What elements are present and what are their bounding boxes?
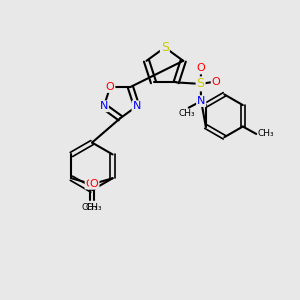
Text: CH₃: CH₃: [86, 203, 103, 212]
Text: S: S: [161, 41, 169, 54]
Text: CH₃: CH₃: [258, 130, 274, 139]
Text: O: O: [106, 82, 115, 92]
Text: N: N: [133, 101, 141, 111]
Text: N: N: [100, 101, 108, 111]
Text: O: O: [85, 178, 94, 189]
Text: O: O: [90, 178, 99, 189]
Text: O: O: [212, 76, 220, 86]
Text: S: S: [196, 77, 205, 90]
Text: CH₃: CH₃: [179, 109, 196, 118]
Text: O: O: [197, 63, 206, 74]
Text: CH₃: CH₃: [82, 203, 98, 212]
Text: N: N: [197, 96, 206, 106]
